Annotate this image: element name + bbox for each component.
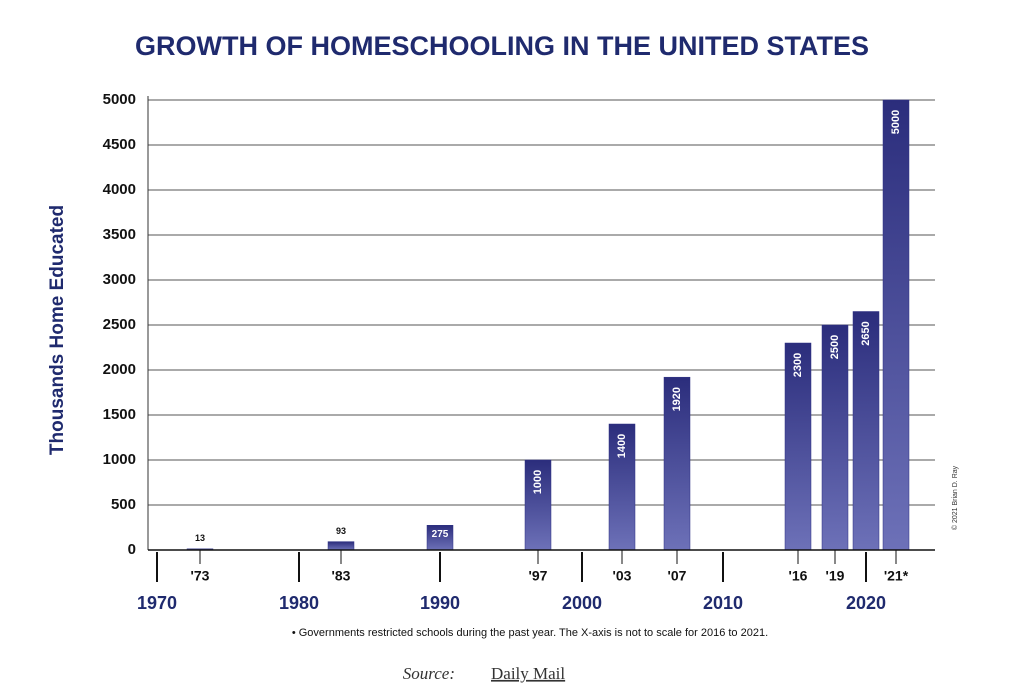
value-label: 93: [336, 526, 346, 536]
value-label: 2500: [829, 335, 841, 359]
footnote: • Governments restricted schools during …: [292, 627, 768, 639]
copyright: © 2021 Brian D. Ray: [951, 465, 959, 530]
value-label: 5000: [890, 110, 902, 134]
y-tick-label: 4000: [103, 181, 136, 198]
y-tick-label: 4500: [103, 136, 136, 153]
value-label: 1400: [616, 434, 628, 458]
bar: [426, 525, 454, 551]
value-label: 1920: [671, 387, 683, 411]
bar: [821, 324, 849, 551]
x-tick-label: '73: [191, 568, 210, 584]
y-tick-label: 500: [111, 496, 136, 513]
x-tick-label: '03: [613, 568, 632, 584]
bar: [663, 376, 691, 551]
bar: [852, 311, 880, 551]
y-tick-label: 5000: [103, 91, 136, 108]
y-tick-label: 3500: [103, 226, 136, 243]
y-tick-label: 0: [128, 541, 136, 558]
decade-label: 2000: [562, 593, 602, 613]
bar: [524, 459, 552, 551]
value-label: 275: [432, 529, 449, 540]
decade-label: 1970: [137, 593, 177, 613]
value-label: 2300: [792, 353, 804, 377]
bar: [784, 342, 812, 551]
decade-label: 2020: [846, 593, 886, 613]
bar: [882, 99, 910, 551]
y-tick-label: 1500: [103, 406, 136, 423]
y-axis-label: Thousands Home Educated: [47, 205, 68, 455]
y-tick-label: 2000: [103, 361, 136, 378]
x-tick-label: '97: [529, 568, 548, 584]
value-label: 2650: [860, 321, 872, 345]
chart-title: GROWTH OF HOMESCHOOLING IN THE UNITED ST…: [135, 31, 869, 61]
value-label: 1000: [532, 470, 544, 494]
bar: [327, 541, 355, 551]
decade-label: 1980: [279, 593, 319, 613]
y-tick-label: 2500: [103, 316, 136, 333]
x-tick-label: '07: [668, 568, 687, 584]
source-name: Daily Mail: [491, 664, 565, 683]
value-label: 13: [195, 533, 205, 543]
decade-label: 2010: [703, 593, 743, 613]
y-tick-label: 3000: [103, 271, 136, 288]
x-tick-label: '21*: [884, 568, 909, 584]
decade-label: 1990: [420, 593, 460, 613]
x-tick-label: '19: [826, 568, 845, 584]
source-prefix: Source:: [403, 664, 455, 683]
x-tick-label: '83: [332, 568, 351, 584]
y-tick-label: 1000: [103, 451, 136, 468]
x-tick-label: '16: [789, 568, 808, 584]
